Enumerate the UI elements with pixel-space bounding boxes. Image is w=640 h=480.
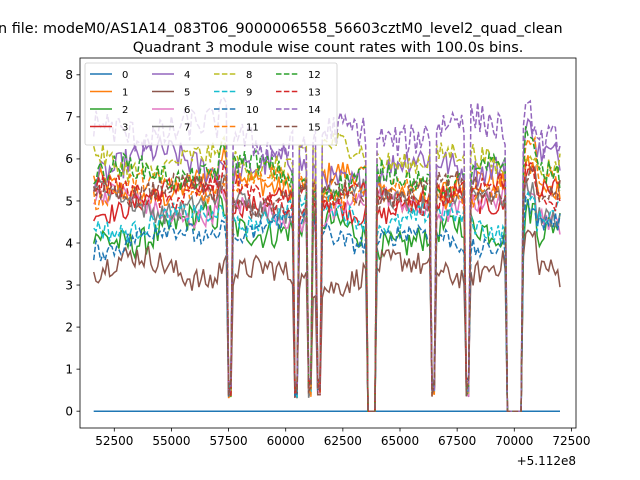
legend-label-11: 11 bbox=[246, 122, 259, 133]
legend-label-3: 3 bbox=[122, 122, 128, 133]
x-tick-label: 57500 bbox=[209, 434, 247, 448]
y-tick-label: 0 bbox=[65, 404, 73, 418]
legend-label-15: 15 bbox=[308, 122, 321, 133]
x-tick-label: 72500 bbox=[552, 434, 590, 448]
y-tick-label: 8 bbox=[65, 68, 73, 82]
x-tick-label: 67500 bbox=[438, 434, 476, 448]
y-tick-label: 5 bbox=[65, 194, 73, 208]
legend-label-9: 9 bbox=[246, 87, 252, 98]
x-tick-label: 70000 bbox=[495, 434, 533, 448]
x-axis: 52500 55000 57500 60000 62500 65000 67500 70000… bbox=[95, 428, 591, 448]
y-tick-label: 7 bbox=[65, 110, 73, 124]
series-line-11 bbox=[92, 135, 561, 412]
y-tick-label: 1 bbox=[65, 362, 73, 376]
x-tick-label: 62500 bbox=[324, 434, 362, 448]
legend-label-13: 13 bbox=[308, 87, 321, 98]
series-line-6 bbox=[93, 180, 561, 412]
x-tick-label: 52500 bbox=[95, 434, 133, 448]
y-axis: 0 1 2 3 4 5 6 7 8 bbox=[65, 68, 80, 418]
legend-label-14: 14 bbox=[308, 105, 321, 116]
y-tick-label: 2 bbox=[65, 320, 73, 334]
series-line-15 bbox=[92, 165, 561, 412]
legend-label-1: 1 bbox=[122, 87, 128, 98]
series-line-10 bbox=[92, 194, 561, 412]
legend-label-8: 8 bbox=[246, 70, 252, 81]
x-tick-label: 55000 bbox=[152, 434, 190, 448]
series-line-12 bbox=[93, 126, 561, 412]
x-tick-label: 60000 bbox=[267, 434, 305, 448]
legend-label-12: 12 bbox=[308, 70, 321, 81]
series-line-9 bbox=[93, 190, 561, 412]
y-tick-label: 4 bbox=[65, 236, 73, 250]
legend-frame bbox=[84, 62, 338, 146]
legend-label-10: 10 bbox=[246, 105, 259, 116]
series-line-5 bbox=[92, 229, 561, 412]
legend-label-5: 5 bbox=[184, 87, 190, 98]
legend-label-2: 2 bbox=[122, 105, 128, 116]
legend-label-4: 4 bbox=[184, 70, 190, 81]
figure-suptitle: n file: modeM0/AS1A14_083T06_9000006558_… bbox=[0, 21, 563, 37]
series-line-13 bbox=[93, 160, 561, 412]
x-tick-label: 65000 bbox=[381, 434, 419, 448]
legend-label-7: 7 bbox=[184, 122, 190, 133]
legend-label-6: 6 bbox=[184, 105, 190, 116]
chart-title: Quadrant 3 module wise count rates with … bbox=[133, 40, 524, 56]
y-tick-label: 6 bbox=[65, 152, 73, 166]
legend-label-0: 0 bbox=[122, 70, 128, 81]
y-tick-label: 3 bbox=[65, 278, 73, 292]
x-offset-text: +5.112e8 bbox=[517, 454, 576, 468]
